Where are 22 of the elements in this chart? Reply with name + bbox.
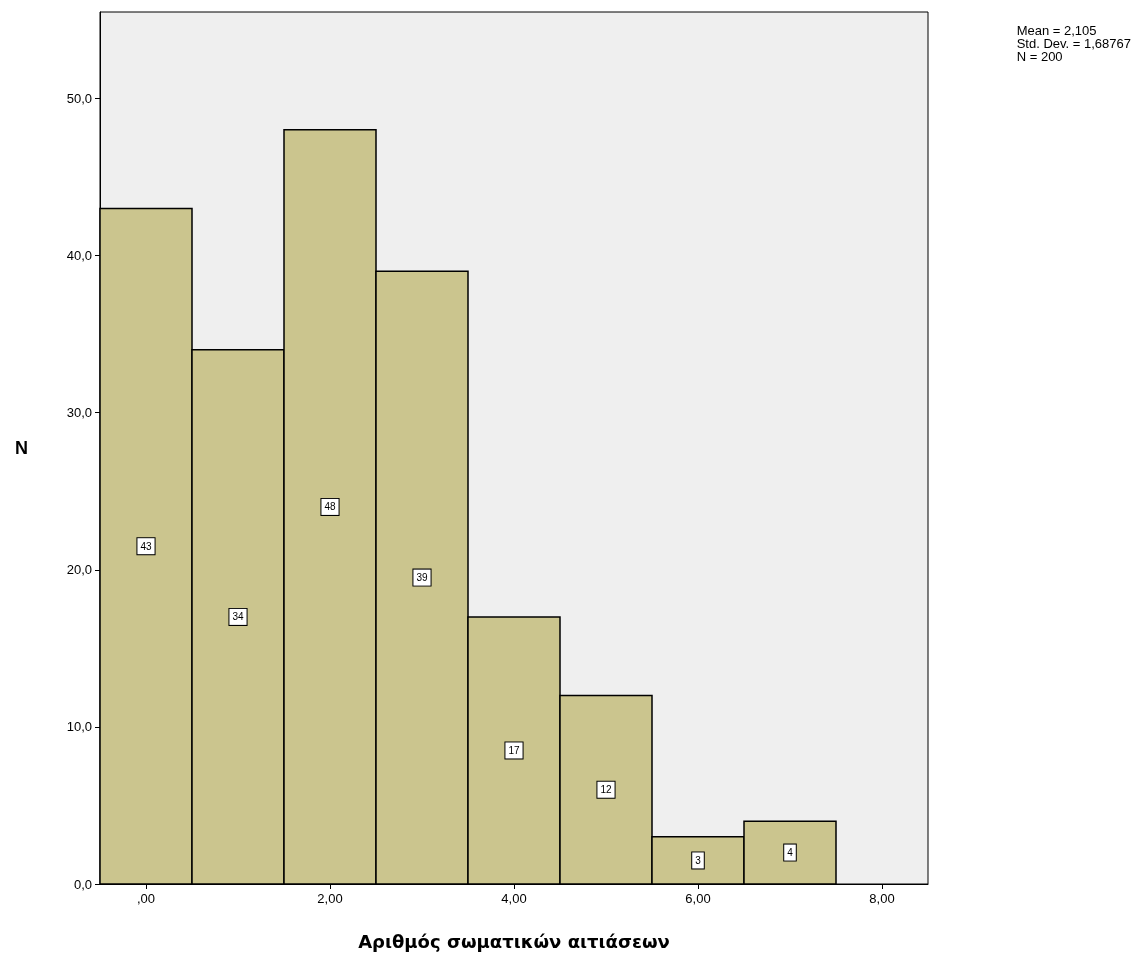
data-label: 3 [695, 854, 702, 866]
x-tick-label: 6,00 [685, 891, 711, 906]
data-label: 12 [600, 784, 612, 796]
x-tick-label: 2,00 [317, 891, 343, 906]
x-axis-title: Αριθμός σωματικών αιτιάσεων [358, 930, 670, 952]
y-tick-label: 0,0 [73, 876, 92, 892]
data-label: 34 [232, 611, 244, 623]
y-tick-label: 40,0 [66, 248, 92, 264]
x-tick-label: 8,00 [869, 891, 895, 906]
y-axis-title: N [15, 438, 28, 458]
data-label: 48 [324, 501, 336, 513]
y-tick-label: 50,0 [66, 90, 92, 106]
data-label: 43 [140, 540, 152, 552]
x-tick-label: 4,00 [501, 891, 527, 906]
text: Mean = 2,105 Std. Dev. = 1,68767 N = 200 [1016, 23, 1131, 64]
x-tick-label: ,00 [136, 891, 156, 906]
y-tick-label: 20,0 [66, 562, 92, 578]
data-label: 4 [787, 847, 794, 859]
y-tick-label: 10,0 [66, 719, 92, 735]
y-tick-label: 30,0 [66, 405, 92, 421]
data-label: 39 [416, 572, 428, 584]
data-label: 17 [508, 744, 520, 756]
